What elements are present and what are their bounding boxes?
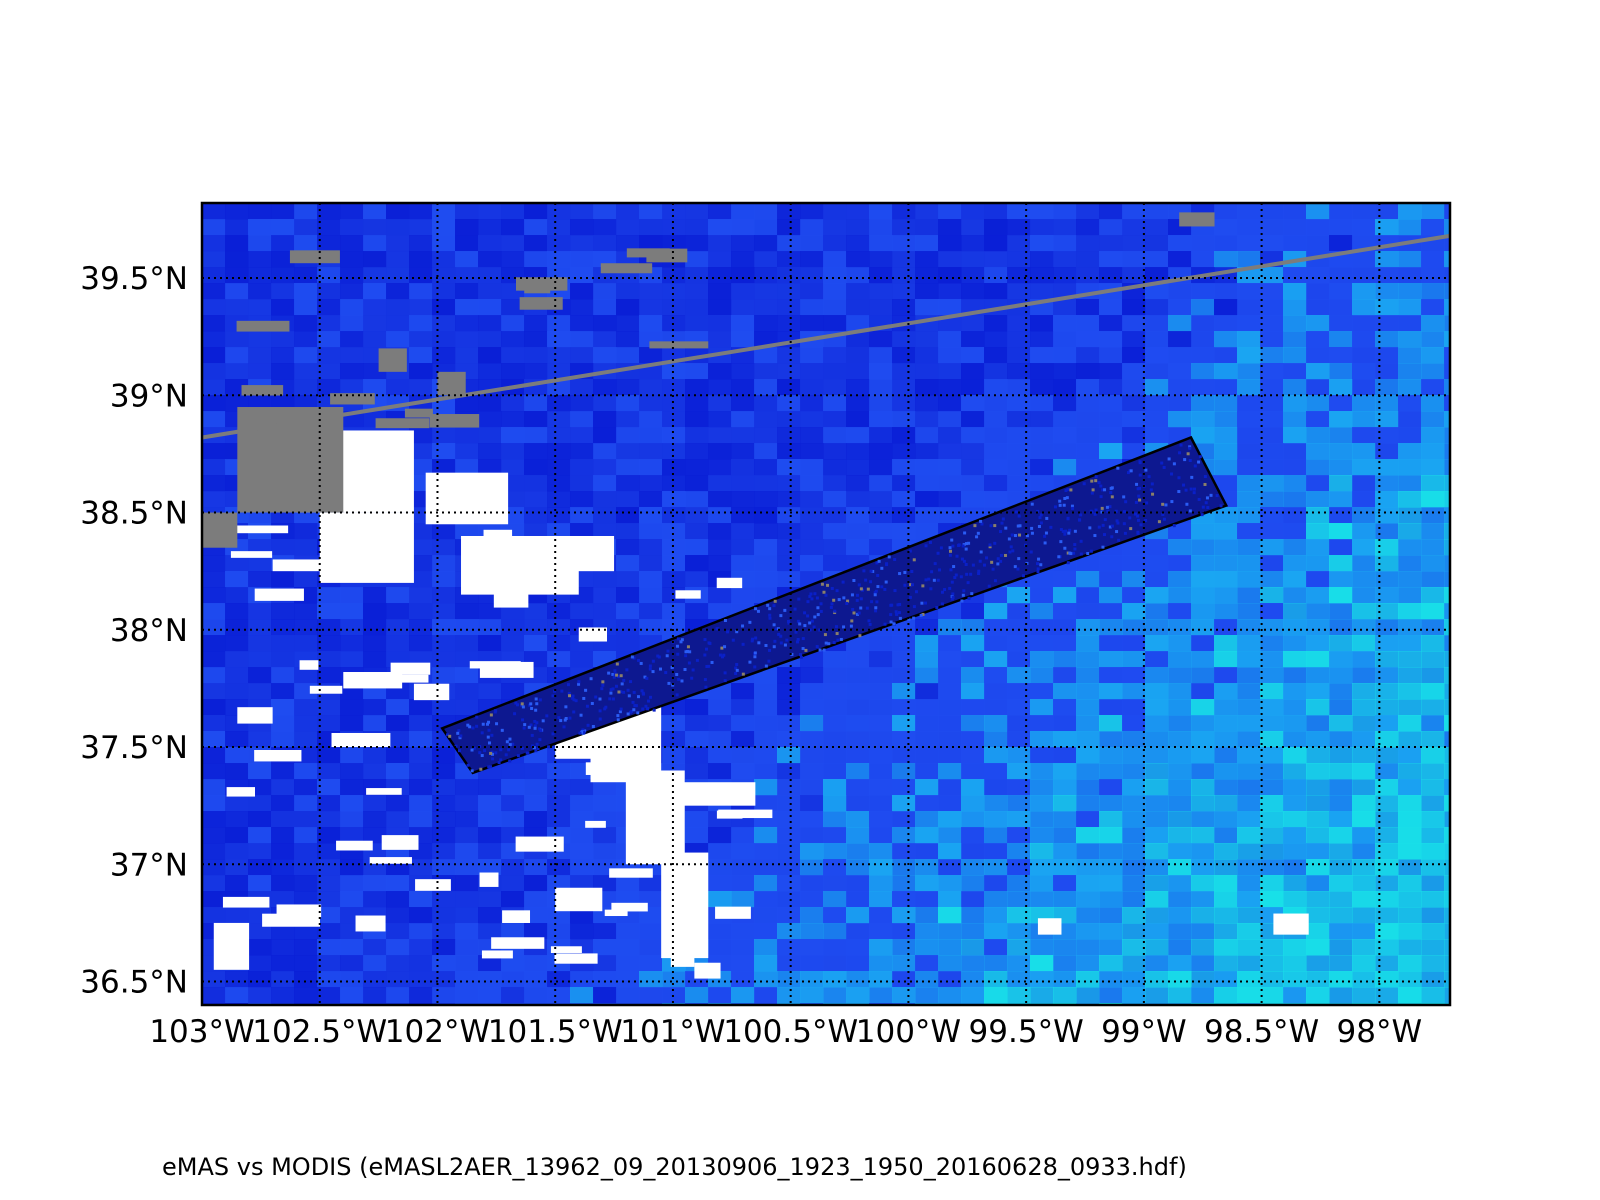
map-frame bbox=[200, 201, 1452, 1007]
longitude-labels: 103°W102.5°W102°W101.5°W101°W100.5°W100°… bbox=[149, 1014, 1422, 1050]
longitude-label: 103°W bbox=[149, 1014, 254, 1050]
longitude-label: 99°W bbox=[1101, 1014, 1187, 1050]
longitude-label: 101.5°W bbox=[488, 1014, 623, 1050]
longitude-label: 102.5°W bbox=[252, 1014, 387, 1050]
emas-swath-pixels bbox=[446, 443, 1223, 773]
longitude-label: 100.5°W bbox=[723, 1014, 858, 1050]
latitude-label: 39.5°N bbox=[80, 261, 188, 297]
longitude-label: 101°W bbox=[620, 1014, 725, 1050]
latitude-label: 38°N bbox=[110, 613, 188, 649]
no-data-areas bbox=[202, 212, 1215, 548]
longitude-label: 99.5°W bbox=[969, 1014, 1084, 1050]
latitude-label: 38.5°N bbox=[80, 496, 188, 532]
longitude-label: 100°W bbox=[856, 1014, 961, 1050]
latitude-labels: 39.5°N 39°N 38.5°N 38°N 37.5°N 37°N 36.5°N bbox=[80, 261, 188, 1001]
graticule bbox=[202, 203, 1450, 1005]
figure-caption: eMAS vs MODIS (eMASL2AER_13962_09_201309… bbox=[162, 1153, 1187, 1181]
longitude-label: 98.5°W bbox=[1204, 1014, 1319, 1050]
aerosol-cells bbox=[202, 203, 1450, 1005]
latitude-label: 36.5°N bbox=[80, 965, 188, 1001]
longitude-label: 98°W bbox=[1337, 1014, 1423, 1050]
latitude-label: 37.5°N bbox=[80, 730, 188, 766]
emas-swath bbox=[440, 435, 1229, 775]
latitude-label: 39°N bbox=[110, 378, 188, 414]
latitude-label: 37°N bbox=[110, 847, 188, 883]
orbit-gap-line bbox=[202, 233, 1450, 440]
longitude-label: 102°W bbox=[385, 1014, 490, 1050]
